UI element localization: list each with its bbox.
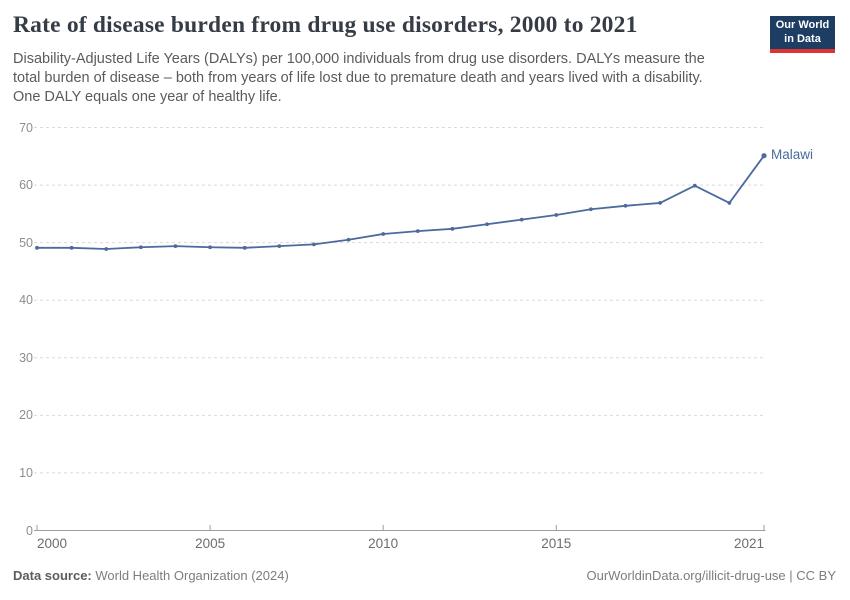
data-source-text: World Health Organization (2024) [91,568,289,583]
subtitle-line: Disability-Adjusted Life Years (DALYs) p… [13,51,705,67]
data-point [519,217,524,222]
x-axis-tick-label: 2005 [195,536,226,551]
y-axis-tick-label: 70 [19,120,33,135]
data-point [727,201,732,205]
data-point [450,226,455,231]
y-axis-tick-label: 20 [19,408,33,423]
credit-link[interactable]: OurWorldinData.org/illicit-drug-use | CC… [586,568,837,583]
data-point [138,245,143,250]
chart-subtitle: Disability-Adjusted Life Years (DALYs) p… [13,50,705,107]
data-point [346,237,351,242]
data-point [35,245,39,250]
data-line-malawi [36,154,765,250]
data-point [173,244,178,248]
owid-logo-line2: in Data [784,32,821,45]
y-axis-tick-label: 30 [19,350,33,365]
y-axis-tick-label: 40 [19,293,33,308]
data-point [485,222,489,227]
data-point [761,153,767,159]
data-point [381,232,386,236]
data-point [312,242,316,247]
x-axis-tick-label: 2010 [368,536,399,551]
subtitle-line: total burden of disease – both from year… [13,70,703,86]
chart-title: Rate of disease burden from drug use dis… [13,12,638,38]
data-point [242,245,247,250]
data-point [104,247,109,251]
data-point [554,213,559,217]
y-axis-tick-label: 10 [19,465,33,480]
data-point [589,207,593,212]
data-point [415,229,420,234]
y-axis-tick-label: 60 [19,178,33,193]
x-axis-tick-label: 2000 [37,536,68,551]
series-label-malawi: Malawi [771,147,814,162]
data-source-label: Data source: [13,568,92,583]
data-point [208,245,212,250]
data-point [658,201,663,205]
y-axis-tick-label: 0 [26,523,33,538]
data-source: Data source: World Health Organization (… [13,568,289,583]
y-axis-tick-label: 50 [19,235,33,250]
x-axis-tick-label: 2021 [733,536,764,551]
data-point [692,183,697,188]
data-point [277,244,282,248]
x-axis-tick-label: 2015 [541,536,572,551]
owid-logo-line1: Our World [775,19,830,31]
data-point [69,245,74,250]
owid-logo[interactable]: Our World in Data [770,16,835,53]
data-point [623,203,628,208]
subtitle-line: One DALY equals one year of healthy life… [13,89,282,105]
